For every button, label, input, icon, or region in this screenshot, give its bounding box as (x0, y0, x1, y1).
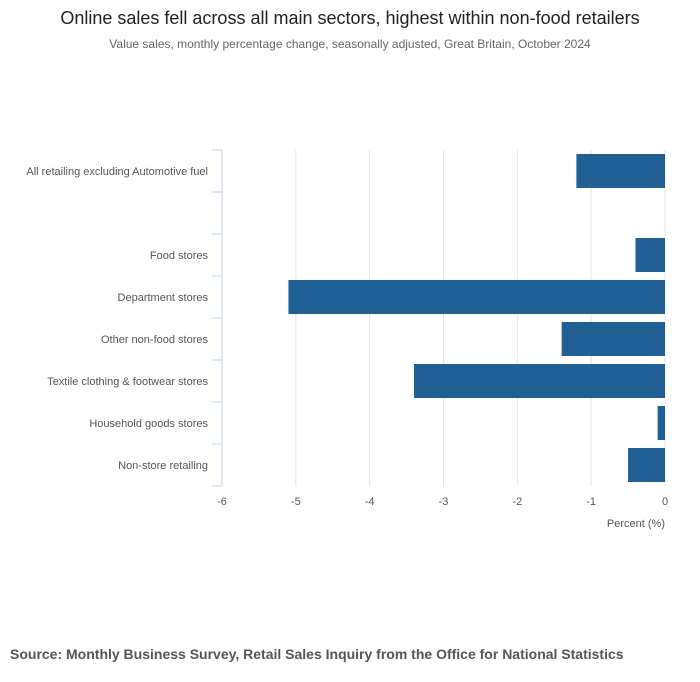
bar (657, 406, 665, 440)
bar (635, 238, 665, 272)
category-label: Textile clothing & footwear stores (47, 376, 208, 388)
bar (561, 322, 665, 356)
chart-title: Online sales fell across all main sector… (60, 8, 640, 28)
category-label: Other non-food stores (101, 334, 209, 346)
source-note: Source: Monthly Business Survey, Retail … (10, 646, 624, 662)
x-tick-label: -2 (512, 496, 522, 508)
chart-subtitle: Value sales, monthly percentage change, … (109, 37, 591, 51)
category-label: Non-store retailing (118, 460, 208, 472)
x-tick-label: -5 (291, 496, 301, 508)
category-label: Household goods stores (89, 418, 208, 430)
x-tick-label: -4 (365, 496, 375, 508)
bar (628, 448, 665, 482)
x-tick-label: -1 (586, 496, 596, 508)
bar (288, 280, 665, 314)
x-tick-label: -3 (439, 496, 449, 508)
category-label: All retailing excluding Automotive fuel (26, 166, 208, 178)
category-label: Department stores (118, 292, 209, 304)
bar (413, 364, 665, 398)
category-label: Food stores (150, 250, 209, 262)
bar (576, 154, 665, 188)
x-tick-label: -6 (217, 496, 227, 508)
x-axis-title: Percent (%) (607, 518, 665, 530)
x-tick-label: 0 (662, 496, 668, 508)
